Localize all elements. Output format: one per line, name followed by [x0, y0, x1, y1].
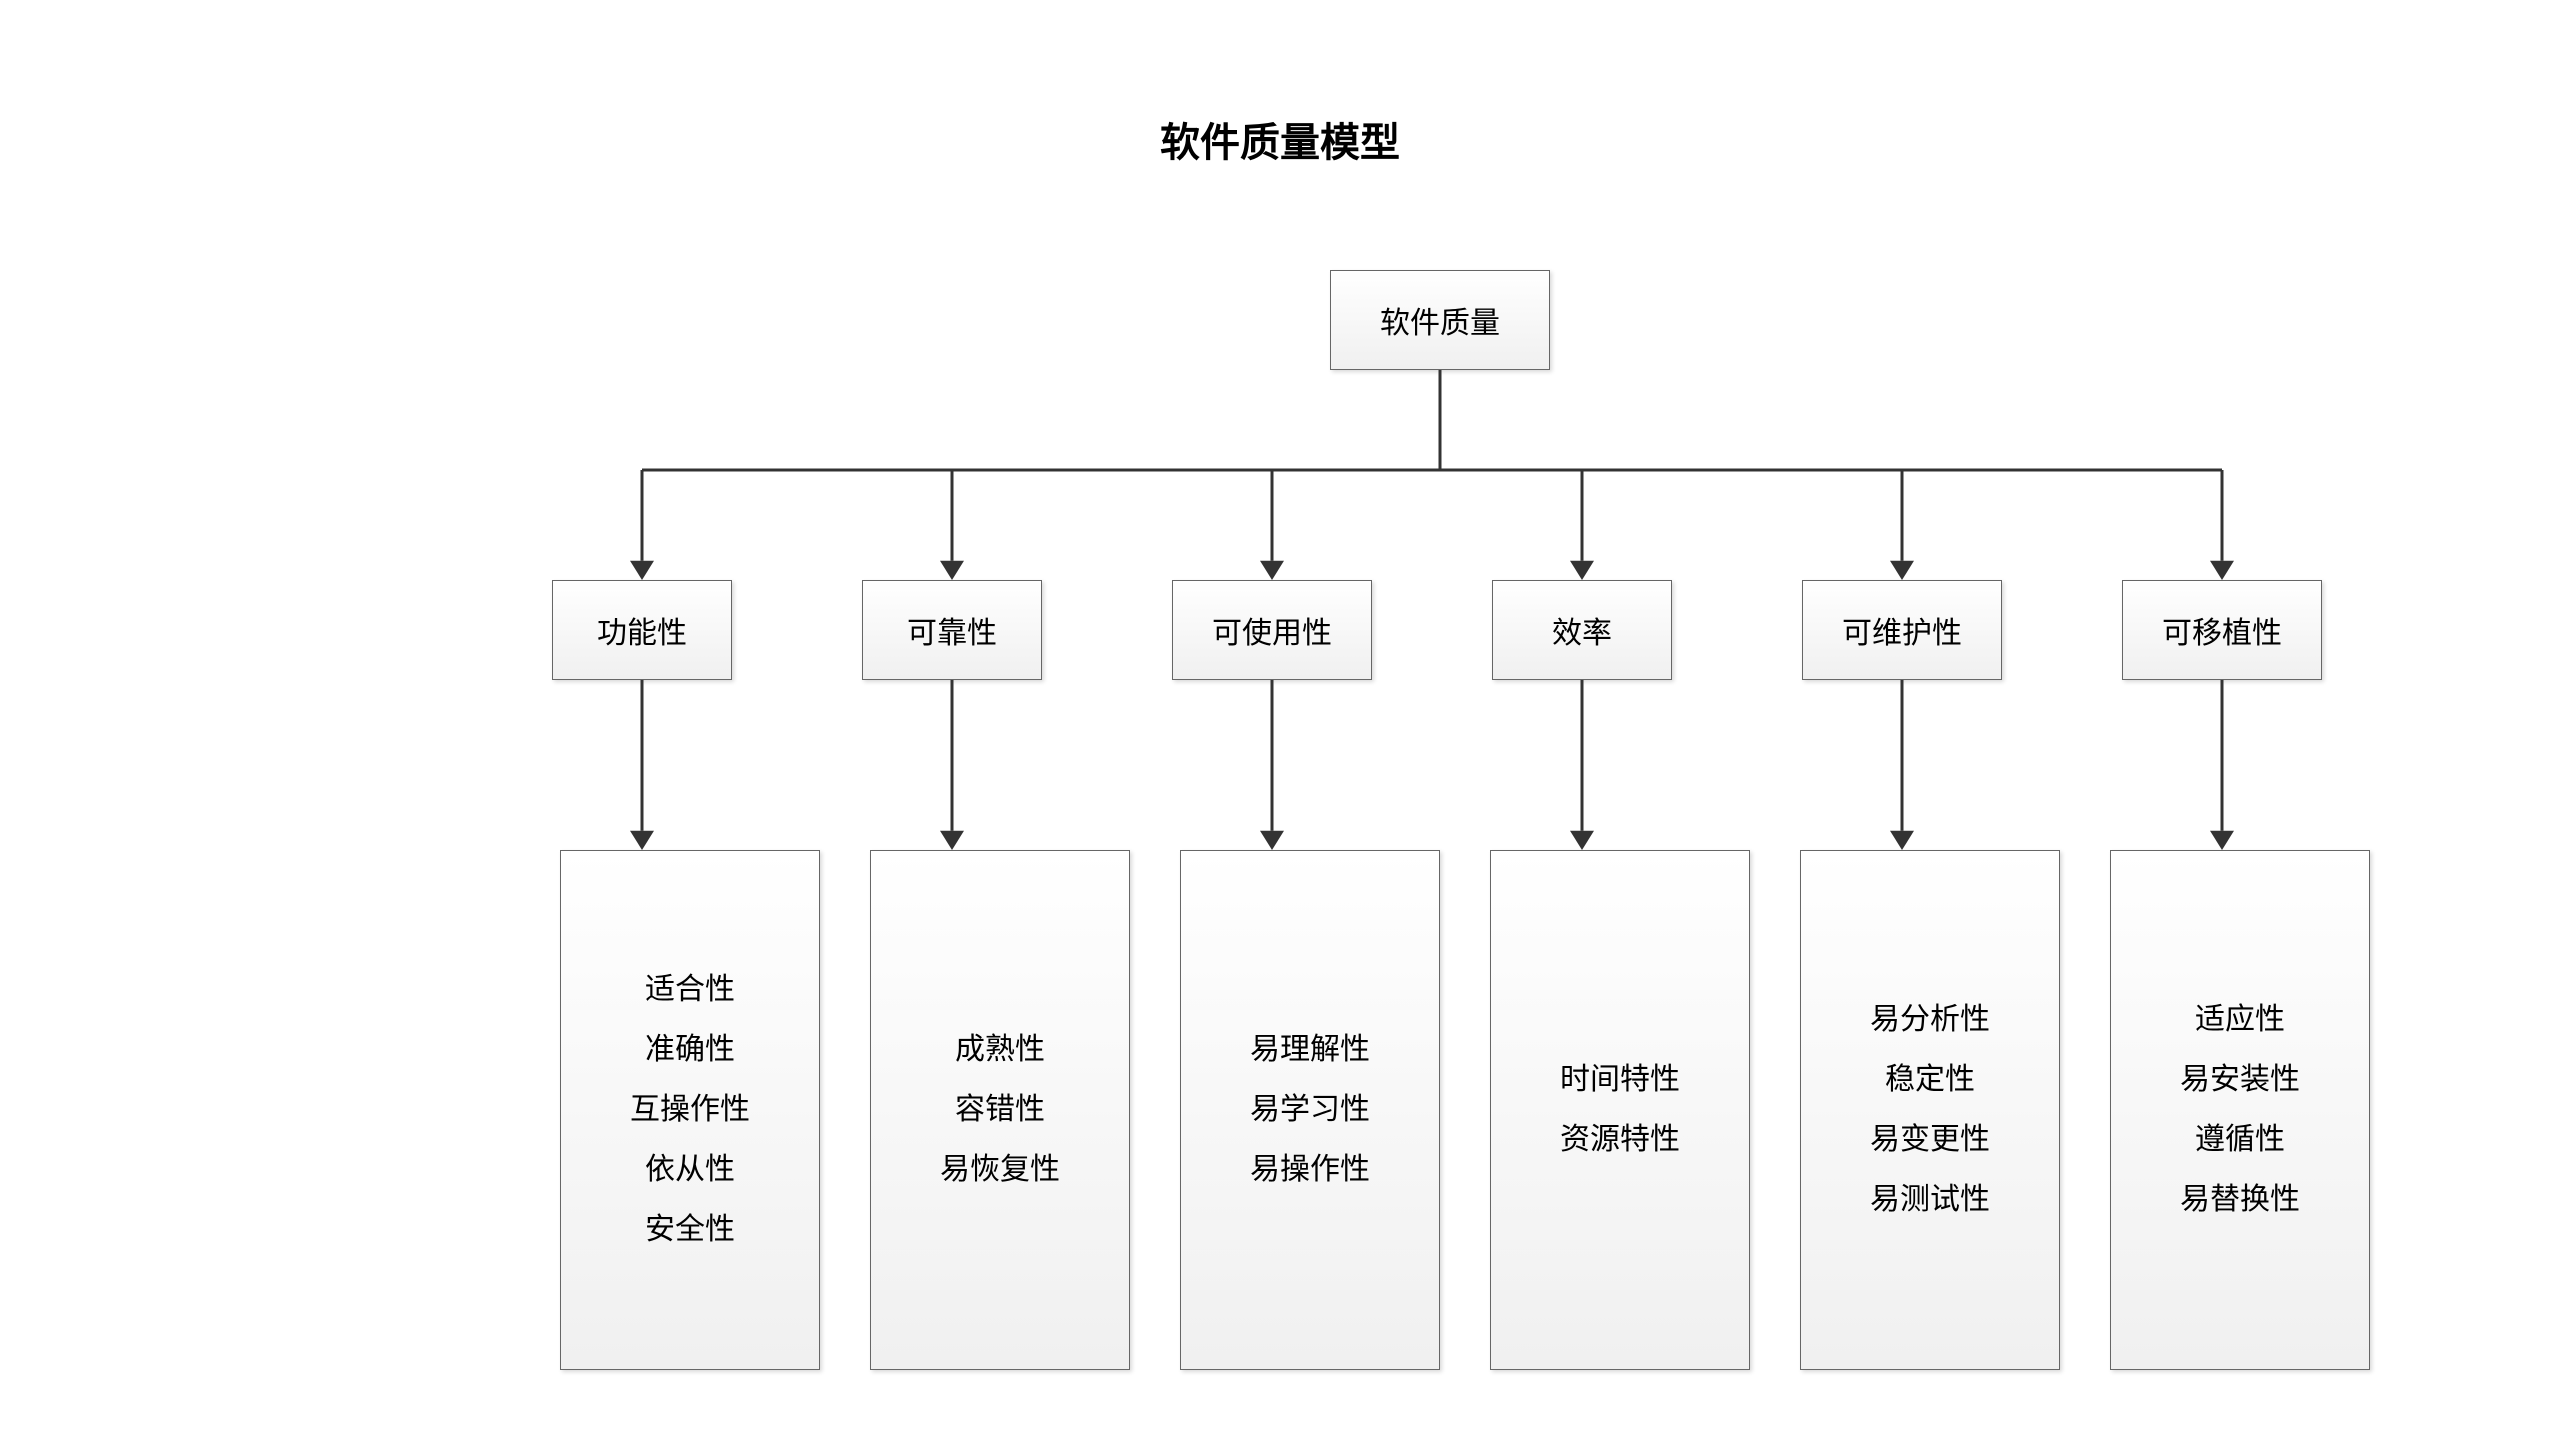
detail-item: 易变更性	[1870, 1119, 1990, 1161]
detail-item: 适合性	[645, 969, 735, 1011]
detail-item: 资源特性	[1560, 1119, 1680, 1161]
category-node-1: 可靠性	[862, 580, 1042, 680]
detail-item: 时间特性	[1560, 1059, 1680, 1101]
diagram-title: 软件质量模型	[1160, 110, 1400, 168]
category-label: 可维护性	[1842, 608, 1962, 652]
category-label: 可使用性	[1212, 608, 1332, 652]
detail-item: 易操作性	[1250, 1149, 1370, 1191]
root-label: 软件质量	[1380, 298, 1500, 342]
category-label: 可移植性	[2162, 608, 2282, 652]
category-node-3: 效率	[1492, 580, 1672, 680]
detail-item: 易分析性	[1870, 999, 1990, 1041]
detail-box-4: 易分析性稳定性易变更性易测试性	[1800, 850, 2060, 1370]
detail-item: 易替换性	[2180, 1179, 2300, 1221]
category-label: 功能性	[597, 608, 687, 652]
detail-item: 准确性	[645, 1029, 735, 1071]
detail-item: 安全性	[645, 1209, 735, 1251]
detail-item: 易学习性	[1250, 1089, 1370, 1131]
detail-item: 易理解性	[1250, 1029, 1370, 1071]
detail-item: 易恢复性	[940, 1149, 1060, 1191]
category-node-5: 可移植性	[2122, 580, 2322, 680]
category-node-4: 可维护性	[1802, 580, 2002, 680]
detail-box-0: 适合性准确性互操作性依从性安全性	[560, 850, 820, 1370]
detail-box-2: 易理解性易学习性易操作性	[1180, 850, 1440, 1370]
detail-item: 易测试性	[1870, 1179, 1990, 1221]
detail-box-3: 时间特性资源特性	[1490, 850, 1750, 1370]
detail-item: 容错性	[955, 1089, 1045, 1131]
category-node-2: 可使用性	[1172, 580, 1372, 680]
detail-item: 适应性	[2195, 999, 2285, 1041]
detail-item: 稳定性	[1885, 1059, 1975, 1101]
root-node: 软件质量	[1330, 270, 1550, 370]
category-label: 效率	[1552, 608, 1612, 652]
detail-item: 互操作性	[630, 1089, 750, 1131]
detail-item: 易安装性	[2180, 1059, 2300, 1101]
detail-item: 成熟性	[955, 1029, 1045, 1071]
detail-item: 依从性	[645, 1149, 735, 1191]
detail-box-5: 适应性易安装性遵循性易替换性	[2110, 850, 2370, 1370]
detail-item: 遵循性	[2195, 1119, 2285, 1161]
category-node-0: 功能性	[552, 580, 732, 680]
detail-box-1: 成熟性容错性易恢复性	[870, 850, 1130, 1370]
category-label: 可靠性	[907, 608, 997, 652]
